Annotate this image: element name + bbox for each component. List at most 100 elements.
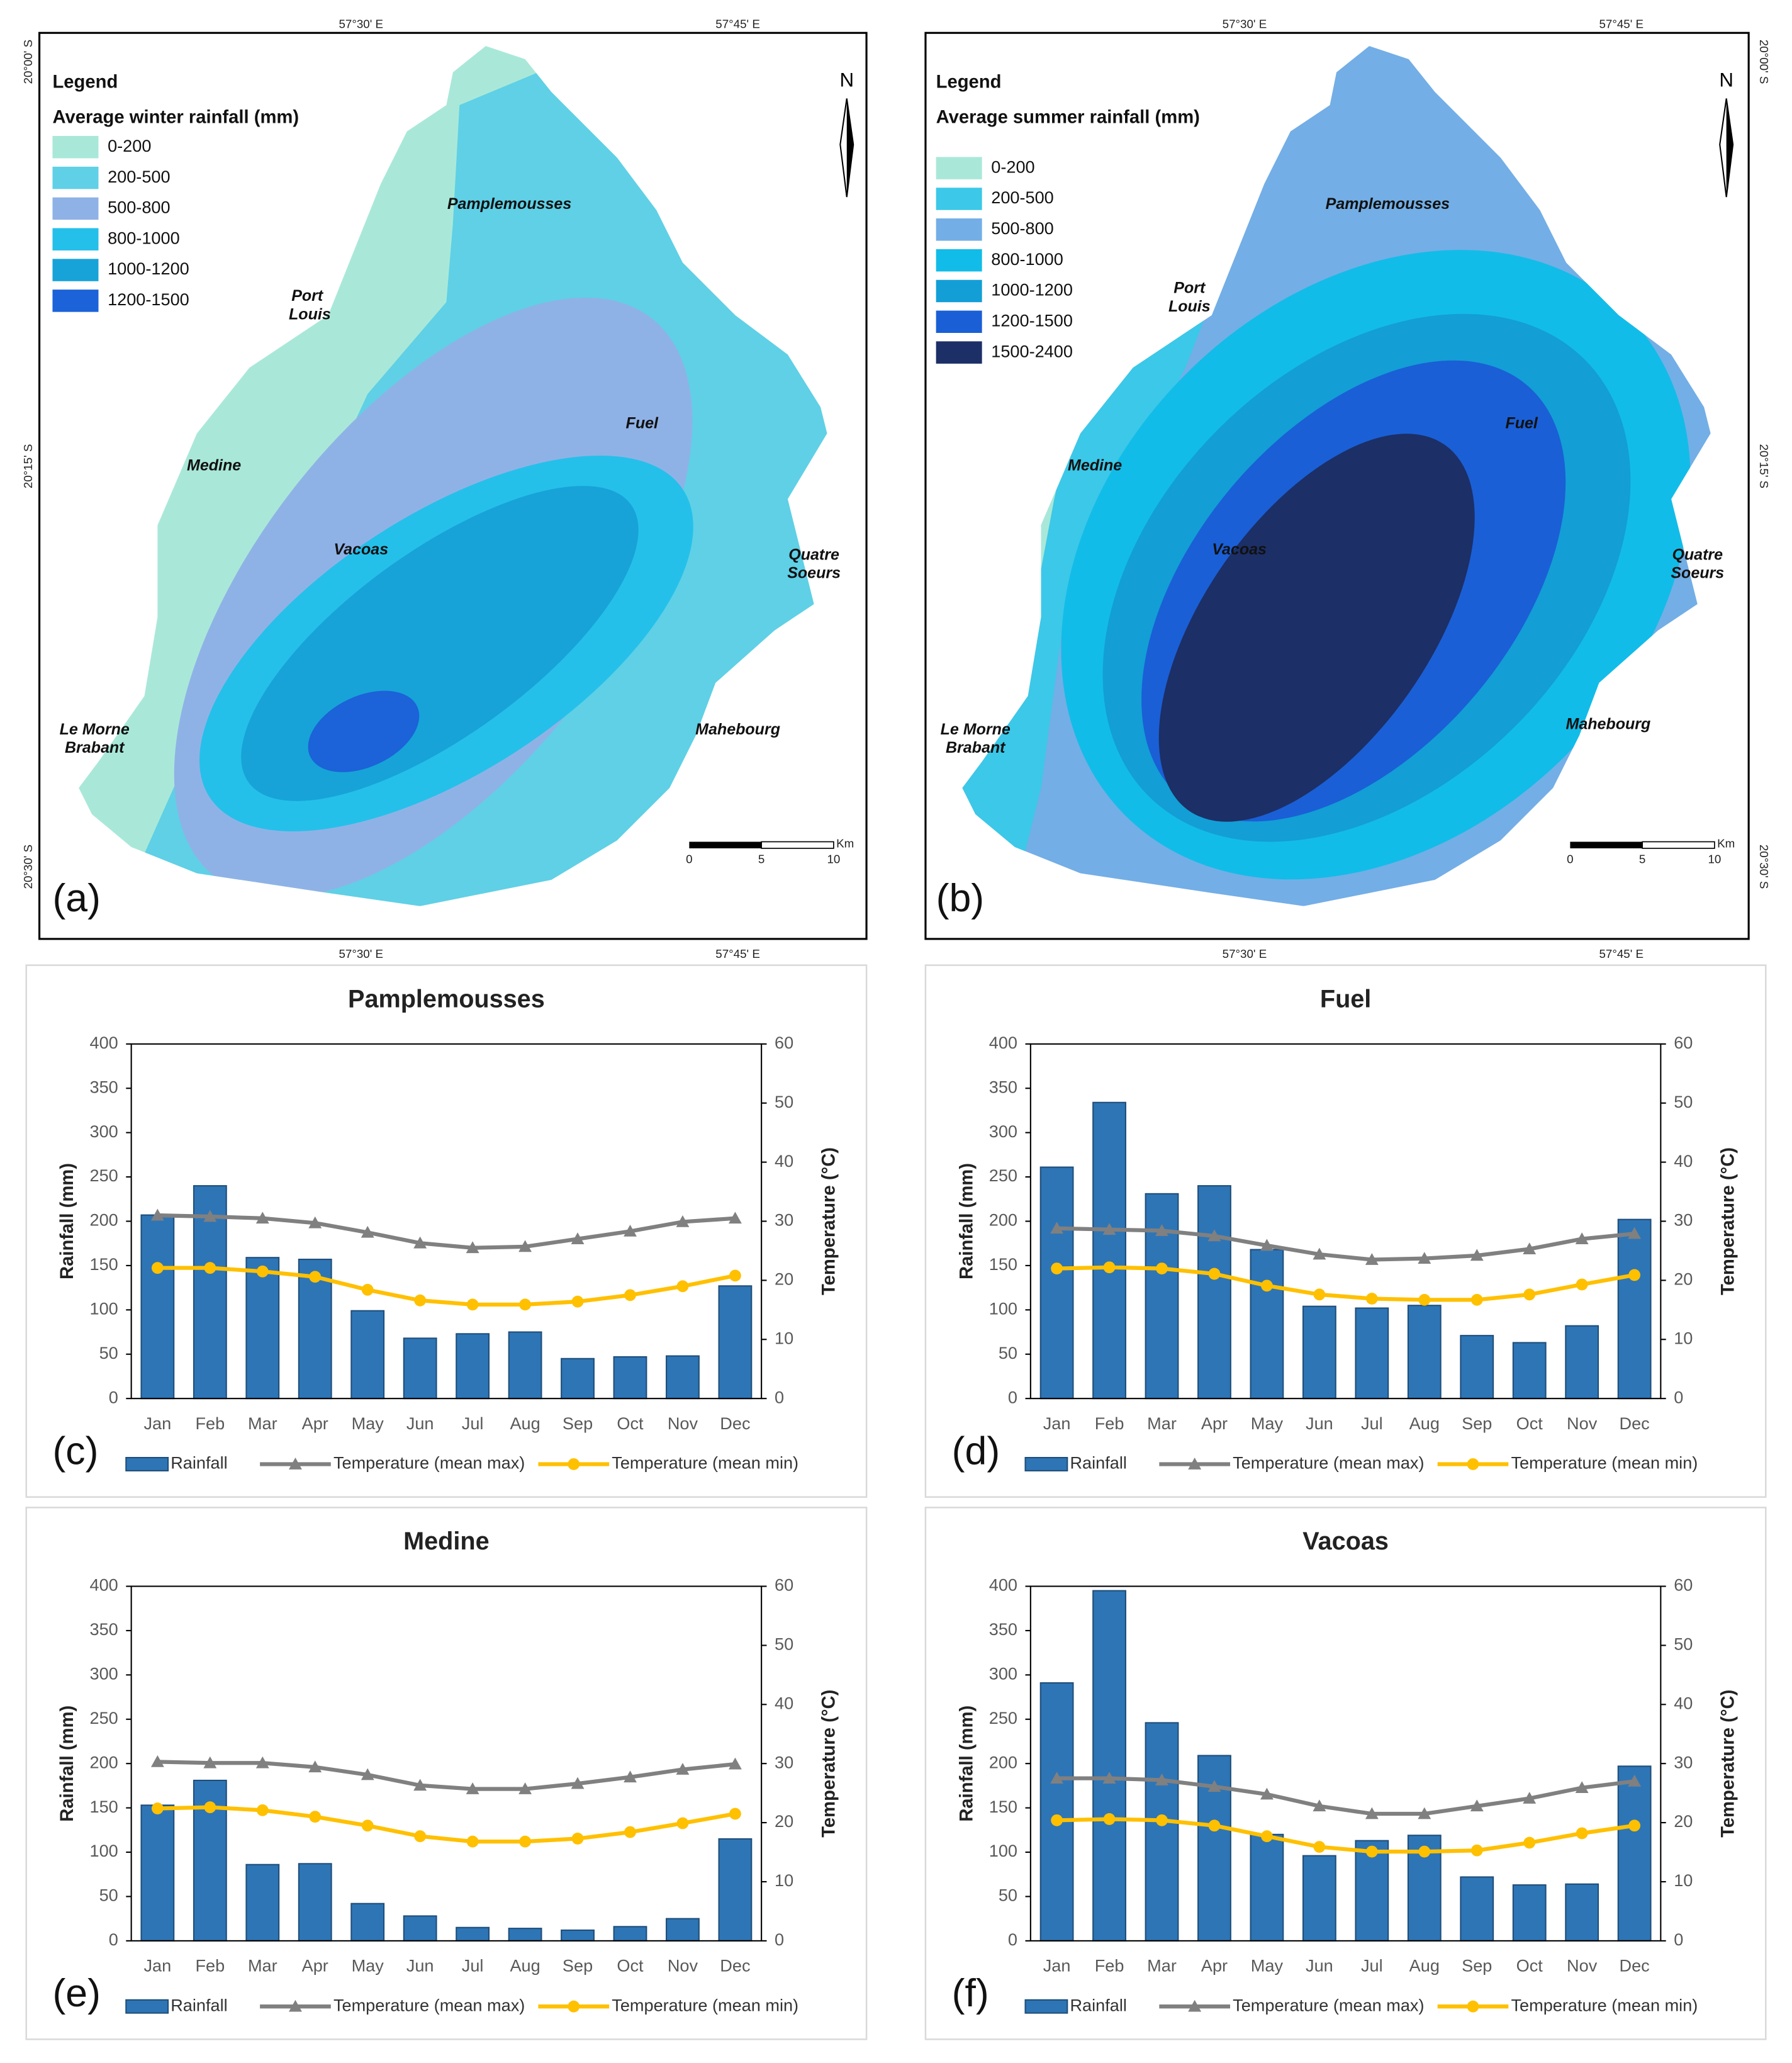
legend-label: Rainfall xyxy=(171,1453,227,1473)
place-name: Fuel xyxy=(1505,415,1538,432)
y2-tick-label: 30 xyxy=(1674,1752,1693,1772)
line-marker xyxy=(1207,1229,1221,1242)
legend-label: Temperature (mean min) xyxy=(1511,1995,1698,2015)
legend-swatch xyxy=(936,157,982,179)
y-tick-label: 100 xyxy=(989,1841,1017,1860)
legend-swatch xyxy=(52,259,99,281)
legend-marker xyxy=(1467,1458,1479,1470)
y2-tick-label: 30 xyxy=(775,1752,793,1772)
bar xyxy=(1092,1101,1126,1400)
latitude-label: 20°15' S xyxy=(21,444,35,488)
legend-marker xyxy=(289,1458,302,1470)
y2-tick-label: 60 xyxy=(775,1033,793,1052)
line-marker xyxy=(571,1777,585,1789)
legend-swatch xyxy=(52,228,99,250)
y-tick-label: 100 xyxy=(989,1298,1017,1318)
chart: Medine 0 50 100 150 200 250 300 350 400 0 10 20 30 40 5… xyxy=(25,1507,868,2040)
line-marker xyxy=(518,1782,532,1794)
place-name: Soeurs xyxy=(787,564,841,582)
y2-tick-label: 30 xyxy=(1674,1210,1693,1230)
line-marker xyxy=(203,1210,217,1222)
place-name: Quatre xyxy=(788,546,839,563)
bar xyxy=(1512,1884,1547,1942)
x-tick-label: Mar xyxy=(248,1414,277,1433)
bar xyxy=(508,1331,542,1400)
line-marker xyxy=(309,1811,322,1823)
y-tick-label: 200 xyxy=(90,1210,118,1230)
bar xyxy=(1565,1883,1599,1942)
y-tick-label: 50 xyxy=(999,1343,1017,1363)
bar xyxy=(718,1838,753,1942)
rainfall-zone xyxy=(308,690,420,772)
panel-label: (b) xyxy=(936,876,984,920)
x-tick-label: Mar xyxy=(1147,1414,1177,1433)
y2-tick-label: 20 xyxy=(775,1811,793,1831)
legend-swatch xyxy=(1024,1999,1068,2014)
longitude-label: 57°45' E xyxy=(1599,18,1644,31)
x-tick-label: Jul xyxy=(1361,1414,1383,1433)
chart-title: Medine xyxy=(403,1527,490,1555)
legend-swatch xyxy=(52,136,99,159)
panel-label: (d) xyxy=(952,1429,1000,1473)
y2-tick-label: 50 xyxy=(775,1092,793,1111)
line-marker xyxy=(1470,1249,1484,1261)
line-marker xyxy=(1628,1269,1641,1281)
x-tick-label: Apr xyxy=(1201,1414,1228,1433)
legend-label: 1000-1200 xyxy=(991,280,1073,300)
x-tick-label: May xyxy=(1251,1414,1284,1433)
x-tick-label: Oct xyxy=(617,1956,644,1976)
y2-tick-label: 0 xyxy=(775,1387,784,1407)
line-marker xyxy=(1576,1278,1588,1291)
y2-tick-label: 10 xyxy=(1674,1328,1693,1347)
legend-swatch xyxy=(52,166,99,189)
place-name: Medine xyxy=(187,456,241,474)
line-marker xyxy=(1576,1827,1588,1840)
line-marker xyxy=(624,1770,637,1783)
y-tick-label: 250 xyxy=(989,1708,1017,1728)
legend-label: Temperature (mean min) xyxy=(612,1995,798,2015)
line-marker xyxy=(518,1240,532,1252)
legend-label: Temperature (mean max) xyxy=(1233,1453,1424,1473)
bar xyxy=(1460,1335,1494,1400)
bar xyxy=(508,1928,542,1942)
line-marker xyxy=(1313,1247,1326,1260)
line-marker xyxy=(1313,1288,1326,1301)
x-tick-label: Jun xyxy=(1306,1414,1333,1433)
line-marker xyxy=(571,1232,585,1245)
line-marker xyxy=(466,1835,479,1848)
x-tick-label: Sep xyxy=(1462,1414,1492,1433)
y-tick-label: 150 xyxy=(989,1254,1017,1274)
bar xyxy=(613,1356,647,1400)
bar xyxy=(1407,1305,1442,1400)
line-marker xyxy=(1260,1787,1274,1800)
scale-label: 10 xyxy=(827,853,840,866)
x-tick-label: Dec xyxy=(720,1956,750,1976)
line-marker xyxy=(1102,1223,1116,1235)
line-marker xyxy=(1365,1253,1379,1265)
longitude-label: 57°30' E xyxy=(1223,947,1267,960)
line-marker xyxy=(150,1208,164,1221)
line-marker xyxy=(361,1819,374,1832)
line-marker xyxy=(676,1763,690,1775)
bar xyxy=(1092,1590,1126,1942)
bar xyxy=(666,1355,700,1400)
line-marker xyxy=(624,1289,636,1301)
line xyxy=(157,1760,736,1791)
y-tick-label: 0 xyxy=(109,1930,118,1949)
y2-tick-label: 60 xyxy=(1674,1575,1693,1595)
bar xyxy=(1250,1833,1284,1942)
chart: Pamplemousses 0 50 100 150 200 250 300 350 400 0 10… xyxy=(25,964,868,1498)
y2-tick-label: 40 xyxy=(1674,1693,1693,1712)
legend-marker xyxy=(1467,2000,1479,2013)
legend-subtitle: Average winter rainfall (mm) xyxy=(52,108,299,128)
x-tick-label: Mar xyxy=(248,1956,277,1976)
bar xyxy=(1355,1307,1389,1400)
y2-tick-label: 60 xyxy=(775,1575,793,1595)
x-tick-label: May xyxy=(1251,1956,1284,1976)
x-tick-label: Apr xyxy=(302,1956,328,1976)
line xyxy=(1056,1817,1635,1854)
line xyxy=(157,1805,736,1844)
longitude-label: 57°45' E xyxy=(715,18,760,31)
y-axis-title: Rainfall (mm) xyxy=(956,1706,977,1822)
bar xyxy=(561,1358,595,1400)
